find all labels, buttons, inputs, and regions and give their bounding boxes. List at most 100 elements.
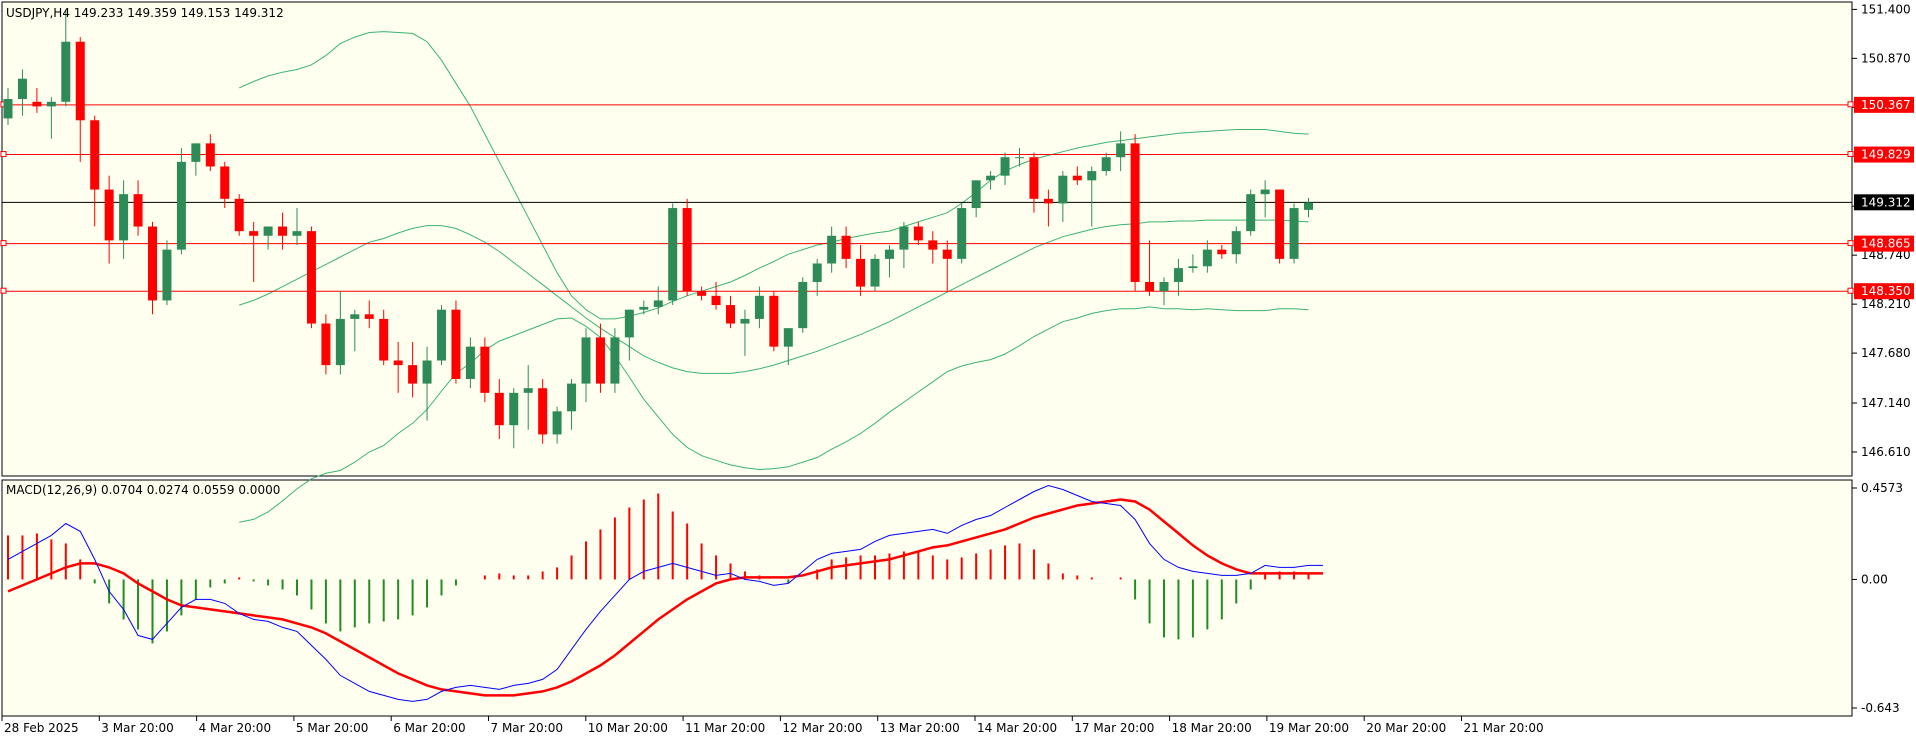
candle-body <box>1145 281 1155 292</box>
macd-y-tick-label: 0.00 <box>1861 572 1888 586</box>
candle-body <box>769 295 779 347</box>
level-tag-148.350 <box>1854 283 1914 300</box>
price-chart-title: USDJPY,H4 149.233 149.359 149.153 149.31… <box>6 6 284 20</box>
candle-body <box>451 309 461 379</box>
level-anchor-right <box>1847 240 1854 247</box>
level-tag-150.367 <box>1854 96 1914 113</box>
candle-body <box>610 337 620 384</box>
x-axis-label: 18 Mar 20:00 <box>1172 721 1252 735</box>
level-anchor-right <box>1847 151 1854 158</box>
level-tag-label: 149.829 <box>1861 148 1911 162</box>
candle-body <box>957 208 967 259</box>
price-y-tick-label: 148.210 <box>1861 297 1911 311</box>
candle-body <box>754 295 764 319</box>
candle-body <box>465 346 475 379</box>
level-tag-label: 150.367 <box>1861 98 1911 112</box>
macd-panel <box>1 479 1853 717</box>
candle-body <box>17 78 27 100</box>
level-anchor-left <box>0 287 7 294</box>
candle-body <box>740 318 750 324</box>
candle-body <box>162 249 172 301</box>
price-y-tick-label: 147.680 <box>1861 346 1911 360</box>
candle-body <box>278 226 288 236</box>
x-axis-label: 5 Mar 20:00 <box>296 721 369 735</box>
candle-body <box>234 198 244 232</box>
candle-body <box>1043 198 1053 204</box>
candle-body <box>971 180 981 209</box>
candle-body <box>899 226 909 250</box>
level-tag-148.865 <box>1854 235 1914 252</box>
x-axis-label: 3 Mar 20:00 <box>101 721 174 735</box>
candle-body <box>1275 189 1285 259</box>
level-tag-label: 149.312 <box>1861 195 1911 209</box>
candle-body <box>928 240 938 250</box>
candle-body <box>653 300 663 307</box>
candle-body <box>90 120 100 190</box>
candle-body <box>75 41 85 121</box>
candle-body <box>682 208 692 292</box>
candle-body <box>393 360 403 366</box>
x-axis-label: 21 Mar 20:00 <box>1464 721 1544 735</box>
x-axis-label: 12 Mar 20:00 <box>782 721 862 735</box>
level-anchor-left <box>0 151 7 158</box>
candle-body <box>249 231 259 236</box>
candle-body <box>1289 208 1299 259</box>
candle-body <box>711 295 721 306</box>
x-axis-label: 17 Mar 20:00 <box>1074 721 1154 735</box>
candle-body <box>624 309 634 338</box>
candle-body <box>408 365 418 384</box>
candle-body <box>856 258 866 287</box>
candle-body <box>422 360 432 384</box>
candle-body <box>437 309 446 361</box>
x-axis-label: 14 Mar 20:00 <box>977 721 1057 735</box>
price-y-tick-label: 151.400 <box>1861 2 1911 16</box>
candle-body <box>726 305 735 324</box>
candle-body <box>1130 143 1140 282</box>
candle-body <box>812 263 822 282</box>
candle-body <box>104 189 114 241</box>
x-axis-label: 28 Feb 2025 <box>4 721 79 735</box>
candle-body <box>1029 157 1039 199</box>
candle-body <box>1246 194 1256 232</box>
candle-body <box>1217 249 1227 255</box>
price-y-tick-label: 146.610 <box>1861 445 1911 459</box>
candle-body <box>335 318 345 366</box>
candle-body <box>1058 175 1068 204</box>
candle-body <box>1173 268 1183 282</box>
candle-body <box>379 318 389 361</box>
level-tag-label: 148.865 <box>1861 237 1911 251</box>
candle-body <box>205 143 215 167</box>
price-y-tick-label: 147.140 <box>1861 396 1911 410</box>
level-tag-149.312 <box>1854 194 1914 211</box>
candle-body <box>668 208 678 301</box>
candle-body <box>1072 175 1082 181</box>
candle-body <box>61 41 71 102</box>
candle-body <box>1159 281 1169 292</box>
candle-body <box>191 143 201 162</box>
x-axis-label: 20 Mar 20:00 <box>1366 721 1446 735</box>
candle-body <box>798 281 808 329</box>
candle-body <box>595 337 605 384</box>
x-axis-label: 10 Mar 20:00 <box>588 721 668 735</box>
candle-body <box>32 101 42 107</box>
macd-y-tick-label: 0.4573 <box>1861 481 1903 495</box>
candle-body <box>220 166 230 199</box>
candle-body <box>827 235 837 264</box>
level-tag-label: 148.350 <box>1861 284 1911 298</box>
macd-main-line <box>7 484 1323 702</box>
macd-chart-title: MACD(12,26,9) 0.0704 0.0274 0.0559 0.000… <box>6 483 280 497</box>
candle-body <box>913 226 923 241</box>
candle-body <box>697 291 707 296</box>
candle-body <box>133 194 143 227</box>
candle-body <box>364 314 374 319</box>
candle-body <box>538 388 548 435</box>
price-y-tick-label: 150.870 <box>1861 51 1911 65</box>
candle-body <box>306 231 316 324</box>
macd-y-tick-label: -0.643 <box>1861 701 1900 715</box>
bollinger-middle-line <box>239 219 1309 374</box>
candle-body <box>1087 171 1097 181</box>
candle-body <box>46 101 56 107</box>
price-y-tick-label: 148.740 <box>1861 248 1911 262</box>
